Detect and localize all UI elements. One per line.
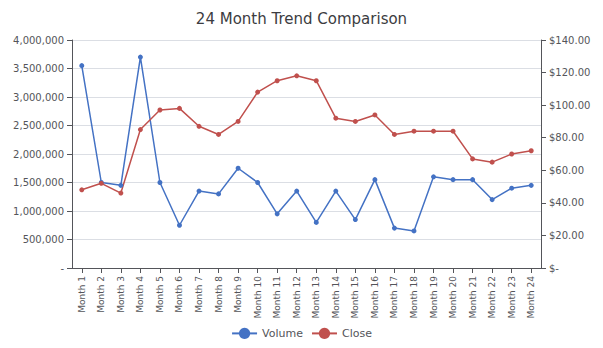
svg-text:$-: $- bbox=[549, 263, 559, 274]
svg-text:Month 8: Month 8 bbox=[214, 276, 224, 313]
svg-text:Month 1: Month 1 bbox=[77, 276, 87, 313]
svg-text:Month 20: Month 20 bbox=[448, 276, 458, 319]
svg-text:Month 22: Month 22 bbox=[487, 276, 497, 319]
svg-text:Month 17: Month 17 bbox=[389, 276, 399, 319]
svg-text:Month 15: Month 15 bbox=[350, 276, 360, 319]
svg-text:Month 3: Month 3 bbox=[116, 276, 126, 313]
svg-text:Close: Close bbox=[342, 327, 372, 340]
svg-text:3,000,000: 3,000,000 bbox=[13, 92, 64, 103]
svg-text:Month 10: Month 10 bbox=[253, 276, 263, 319]
svg-text:Month 23: Month 23 bbox=[507, 276, 517, 319]
svg-text:Month 13: Month 13 bbox=[311, 276, 321, 319]
svg-text:$20.00: $20.00 bbox=[549, 230, 584, 241]
svg-text:$80.00: $80.00 bbox=[549, 132, 584, 143]
svg-text:Month 7: Month 7 bbox=[194, 276, 204, 313]
svg-text:500,000: 500,000 bbox=[23, 234, 64, 245]
svg-text:$100.00: $100.00 bbox=[549, 100, 590, 111]
svg-text:Month 14: Month 14 bbox=[331, 276, 341, 319]
svg-text:Month 19: Month 19 bbox=[429, 276, 439, 319]
svg-text:Month 11: Month 11 bbox=[272, 276, 282, 319]
svg-text:Month 12: Month 12 bbox=[292, 276, 302, 319]
svg-text:Month 16: Month 16 bbox=[370, 276, 380, 319]
svg-text:-: - bbox=[60, 263, 64, 274]
svg-text:3,500,000: 3,500,000 bbox=[13, 63, 64, 74]
svg-text:$140.00: $140.00 bbox=[549, 35, 590, 46]
svg-text:1,000,000: 1,000,000 bbox=[13, 206, 64, 217]
svg-text:Month 21: Month 21 bbox=[468, 276, 478, 319]
svg-text:24 Month Trend Comparison: 24 Month Trend Comparison bbox=[196, 10, 407, 28]
svg-text:Volume: Volume bbox=[262, 327, 303, 340]
svg-text:Month 18: Month 18 bbox=[409, 276, 419, 319]
svg-text:$40.00: $40.00 bbox=[549, 197, 584, 208]
svg-text:Month 9: Month 9 bbox=[233, 276, 243, 313]
svg-text:Month 4: Month 4 bbox=[135, 276, 145, 313]
svg-text:4,000,000: 4,000,000 bbox=[13, 35, 64, 46]
svg-text:$60.00: $60.00 bbox=[549, 165, 584, 176]
svg-text:2,000,000: 2,000,000 bbox=[13, 149, 64, 160]
svg-text:$120.00: $120.00 bbox=[549, 67, 590, 78]
svg-text:Month 2: Month 2 bbox=[96, 276, 106, 313]
svg-text:Month 5: Month 5 bbox=[155, 276, 165, 313]
svg-text:1,500,000: 1,500,000 bbox=[13, 177, 64, 188]
svg-text:2,500,000: 2,500,000 bbox=[13, 120, 64, 131]
svg-text:Month 6: Month 6 bbox=[174, 276, 184, 313]
svg-text:Month 24: Month 24 bbox=[526, 276, 536, 319]
